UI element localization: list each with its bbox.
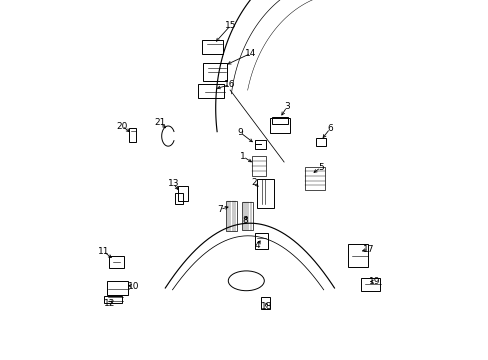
Bar [315, 138, 325, 146]
Text: 9: 9 [237, 128, 243, 137]
Text: 5: 5 [317, 163, 323, 172]
Text: 1: 1 [240, 152, 245, 161]
Bar [109, 256, 124, 269]
Bar [260, 297, 269, 309]
Bar [175, 193, 182, 204]
Bar [129, 128, 136, 142]
Bar [178, 186, 188, 201]
Text: 21: 21 [154, 118, 165, 127]
Text: 8: 8 [242, 216, 247, 225]
Bar [255, 233, 267, 249]
Bar [203, 63, 226, 81]
Text: 14: 14 [245, 49, 256, 58]
Text: 7: 7 [217, 205, 223, 214]
Bar [304, 166, 324, 190]
Text: 19: 19 [368, 277, 380, 286]
Bar [347, 244, 367, 267]
Text: 16: 16 [224, 80, 235, 89]
Bar [360, 278, 380, 291]
Bar [198, 84, 224, 98]
Text: 6: 6 [326, 124, 332, 133]
Bar [269, 118, 289, 133]
Text: 12: 12 [103, 299, 115, 307]
Text: 20: 20 [116, 122, 127, 131]
Text: 17: 17 [362, 245, 374, 253]
Bar [251, 156, 265, 175]
Bar [256, 179, 273, 208]
Text: 11: 11 [98, 247, 109, 256]
Bar [225, 201, 237, 231]
Bar [255, 140, 265, 149]
Bar [104, 296, 122, 303]
Bar [107, 281, 128, 295]
Bar [242, 202, 252, 230]
Text: 18: 18 [261, 302, 272, 311]
Text: 2: 2 [251, 179, 257, 188]
Text: 3: 3 [284, 103, 289, 112]
Text: 15: 15 [224, 21, 236, 30]
Text: 13: 13 [167, 179, 179, 188]
Bar [201, 40, 222, 54]
Text: 10: 10 [127, 282, 139, 291]
Text: 4: 4 [254, 241, 260, 250]
Bar [271, 117, 287, 124]
